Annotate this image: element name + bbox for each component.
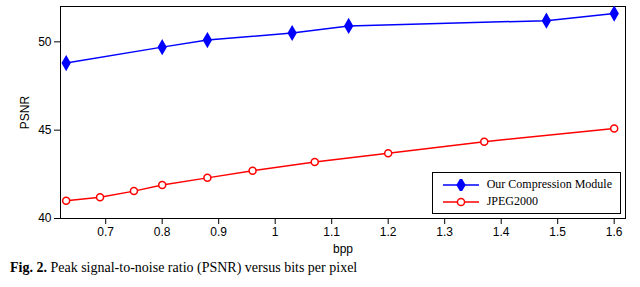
svg-text:0.8: 0.8 xyxy=(154,225,171,239)
svg-text:PSNR: PSNR xyxy=(18,95,32,129)
svg-text:0.9: 0.9 xyxy=(210,225,227,239)
svg-text:0.7: 0.7 xyxy=(97,225,114,239)
svg-text:1.3: 1.3 xyxy=(436,225,453,239)
html-text:Fig. 2. Peak signal-to-noise r: Fig. 2. Peak signal-to-noise ratio (PSNR… xyxy=(10,260,358,275)
svg-text:1.6: 1.6 xyxy=(606,225,623,239)
html-text:JPEG2000: JPEG2000 xyxy=(486,194,538,208)
svg-text:40: 40 xyxy=(38,211,52,225)
svg-text:1.1: 1.1 xyxy=(323,225,340,239)
svg-text:1: 1 xyxy=(272,225,279,239)
svg-text:bpp: bpp xyxy=(333,242,353,256)
html-text:Our Compression Module: Our Compression Module xyxy=(486,177,612,191)
svg-text:50: 50 xyxy=(38,35,52,49)
svg-text:1.2: 1.2 xyxy=(380,225,397,239)
svg-text:45: 45 xyxy=(38,123,52,137)
svg-text:1.5: 1.5 xyxy=(549,225,566,239)
svg-text:1.4: 1.4 xyxy=(493,225,510,239)
